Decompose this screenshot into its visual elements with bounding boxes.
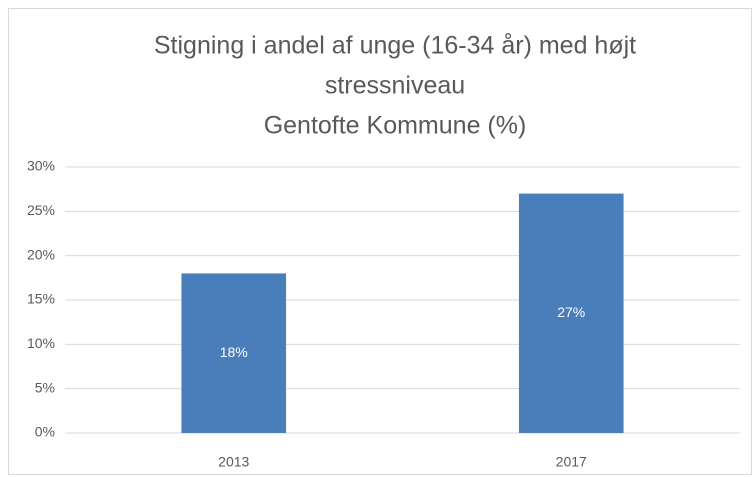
value-label: 27%	[557, 304, 585, 320]
chart-title: stressniveau	[325, 72, 465, 100]
x-tick-label: 2017	[556, 454, 587, 470]
y-tick-label: 15%	[27, 291, 55, 307]
y-tick-label: 20%	[27, 246, 55, 262]
x-tick-label: 2013	[218, 454, 249, 470]
chart-title: Gentofte Kommune (%)	[264, 112, 527, 140]
y-tick-label: 10%	[27, 335, 55, 351]
y-tick-label: 5%	[35, 379, 55, 395]
bar	[181, 273, 287, 433]
y-tick-label: 30%	[27, 158, 55, 174]
y-tick-label: 0%	[35, 424, 55, 440]
y-tick-label: 25%	[27, 202, 55, 218]
value-label: 18%	[220, 344, 248, 360]
chart-border	[8, 8, 752, 475]
chart-title: Stigning i andel af unge (16-34 år) med …	[154, 32, 636, 60]
bar	[518, 193, 624, 433]
